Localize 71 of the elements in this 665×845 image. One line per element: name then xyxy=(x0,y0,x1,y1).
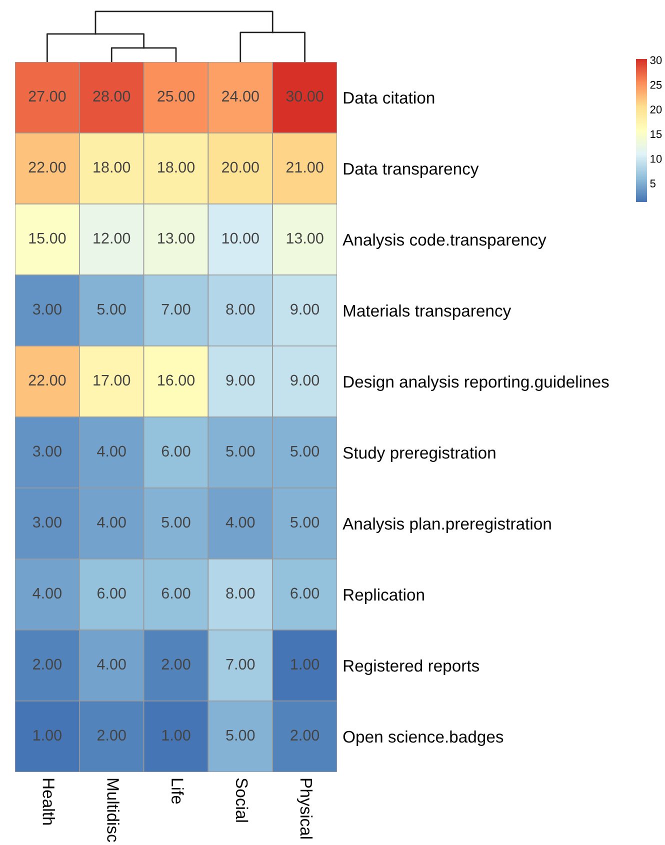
data-label: 5.00 xyxy=(226,446,255,457)
data-label: 25.00 xyxy=(158,90,195,102)
data-label: 4.00 xyxy=(32,588,62,599)
y-tick-label: Data citation xyxy=(344,91,434,104)
data-label: 7.00 xyxy=(162,304,190,315)
data-label: 30.00 xyxy=(286,90,324,102)
x-tick-label: Health xyxy=(42,778,55,825)
color-bar-label: 15 xyxy=(650,130,662,138)
color-bar-label: 30 xyxy=(650,56,662,64)
data-label: 12.00 xyxy=(94,232,130,244)
data-label: 6.00 xyxy=(290,588,320,599)
y-tick-label: Registered reports xyxy=(344,659,480,675)
data-label: 4.00 xyxy=(226,516,255,528)
data-label: 5.00 xyxy=(226,730,255,741)
data-label: 9.00 xyxy=(290,304,320,315)
y-tick-label: Analysis plan.preregistration xyxy=(342,517,551,533)
data-label: 20.00 xyxy=(222,162,259,173)
data-label: 6.00 xyxy=(162,446,190,457)
data-label: 5.00 xyxy=(162,516,190,528)
data-label: 1.00 xyxy=(34,730,62,741)
data-label: 13.00 xyxy=(158,232,195,244)
y-tick-label: Open science.badges xyxy=(343,730,504,746)
data-label: 8.00 xyxy=(226,304,255,315)
data-label: 22.00 xyxy=(28,374,66,386)
data-label: 5.00 xyxy=(290,516,320,528)
data-label: 5.00 xyxy=(97,304,126,315)
data-label: 3.00 xyxy=(32,446,62,457)
data-label: 16.00 xyxy=(158,374,195,386)
data-label: 22.00 xyxy=(28,162,66,173)
data-label: 9.00 xyxy=(226,374,255,386)
y-tick-label: Materials transparency xyxy=(344,304,512,320)
data-label: 1.00 xyxy=(291,658,320,670)
data-label: 2.00 xyxy=(33,658,62,670)
data-label: 24.00 xyxy=(222,90,259,102)
data-label: 8.00 xyxy=(226,588,255,599)
data-label: 6.00 xyxy=(162,588,190,599)
data-label: 17.00 xyxy=(94,374,130,386)
data-label: 10.00 xyxy=(222,232,259,244)
color-bar-label: 25 xyxy=(650,80,662,89)
data-label: 7.00 xyxy=(226,658,255,670)
data-label: 2.00 xyxy=(98,730,126,741)
color-bar-label: 5 xyxy=(650,180,656,188)
data-label: 4.00 xyxy=(97,516,126,528)
data-label: 3.00 xyxy=(32,516,62,528)
y-tick-label: Replication xyxy=(344,588,424,604)
data-label: 4.00 xyxy=(97,658,126,670)
data-label: 18.00 xyxy=(94,162,130,173)
data-label: 21.00 xyxy=(286,162,324,173)
data-label: 27.00 xyxy=(28,90,66,102)
color-bar-label: 10 xyxy=(650,154,662,163)
y-tick-label: Data transparency xyxy=(344,163,479,178)
x-tick-label: Physical xyxy=(297,778,313,838)
x-tick-label: Multidisc xyxy=(107,778,120,842)
y-tick-label: Study preregistration xyxy=(343,446,496,462)
data-label: 2.00 xyxy=(290,730,320,741)
data-label: 4.00 xyxy=(97,446,126,457)
data-label: 13.00 xyxy=(286,232,324,244)
data-label: 5.00 xyxy=(290,446,320,457)
data-label: 18.00 xyxy=(158,162,195,173)
y-tick-label: Analysis code.transparency xyxy=(342,233,546,249)
x-tick-label: Life xyxy=(172,778,184,804)
color-bar-label: 20 xyxy=(650,106,662,114)
y-tick-label: Design analysis reporting.guidelines xyxy=(344,375,609,391)
x-tick-label: Social xyxy=(236,778,248,822)
data-label: 9.00 xyxy=(290,374,320,386)
data-label: 15.00 xyxy=(29,232,66,244)
data-label: 1.00 xyxy=(162,730,190,741)
data-label: 6.00 xyxy=(98,588,126,599)
data-label: 28.00 xyxy=(93,90,130,102)
data-label: 3.00 xyxy=(32,304,62,315)
data-label: 2.00 xyxy=(162,658,190,670)
